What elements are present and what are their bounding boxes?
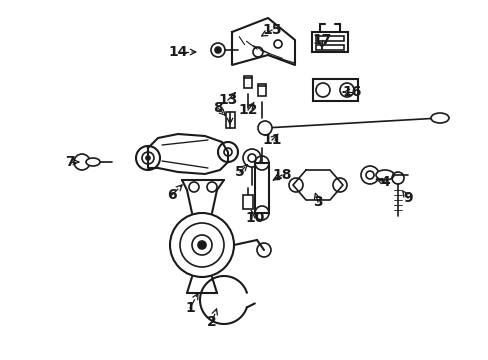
Text: 3: 3 bbox=[312, 195, 322, 209]
Circle shape bbox=[243, 149, 261, 167]
Polygon shape bbox=[148, 134, 227, 174]
Circle shape bbox=[74, 154, 90, 170]
Text: 13: 13 bbox=[218, 93, 237, 107]
Ellipse shape bbox=[430, 113, 448, 123]
Bar bbox=[243, 195, 252, 209]
Text: 10: 10 bbox=[245, 211, 264, 225]
Bar bbox=[315, 45, 343, 50]
Bar bbox=[225, 112, 234, 128]
Polygon shape bbox=[231, 18, 294, 65]
Circle shape bbox=[146, 156, 150, 160]
Bar bbox=[312, 79, 357, 101]
Text: 6: 6 bbox=[167, 188, 177, 202]
Bar bbox=[258, 84, 265, 96]
Text: 2: 2 bbox=[207, 315, 217, 329]
Circle shape bbox=[215, 47, 221, 53]
Bar bbox=[244, 76, 251, 88]
Text: 9: 9 bbox=[403, 191, 412, 205]
Bar bbox=[311, 32, 347, 52]
Polygon shape bbox=[292, 170, 342, 200]
Circle shape bbox=[360, 166, 378, 184]
Text: 18: 18 bbox=[272, 168, 291, 182]
Text: 1: 1 bbox=[185, 301, 195, 315]
Text: 16: 16 bbox=[342, 85, 361, 99]
Circle shape bbox=[170, 213, 234, 277]
Circle shape bbox=[198, 241, 205, 249]
Text: 8: 8 bbox=[213, 101, 223, 115]
Ellipse shape bbox=[375, 170, 393, 180]
Text: 12: 12 bbox=[238, 103, 257, 117]
Text: 4: 4 bbox=[379, 175, 389, 189]
Text: 5: 5 bbox=[235, 165, 244, 179]
Text: 15: 15 bbox=[262, 23, 281, 37]
Circle shape bbox=[258, 121, 271, 135]
Bar bbox=[254, 163, 268, 213]
Ellipse shape bbox=[86, 158, 100, 166]
Text: 14: 14 bbox=[168, 45, 187, 59]
Text: 11: 11 bbox=[262, 133, 281, 147]
Text: 7: 7 bbox=[65, 155, 75, 169]
Bar bbox=[315, 36, 343, 41]
Text: 17: 17 bbox=[312, 33, 331, 47]
